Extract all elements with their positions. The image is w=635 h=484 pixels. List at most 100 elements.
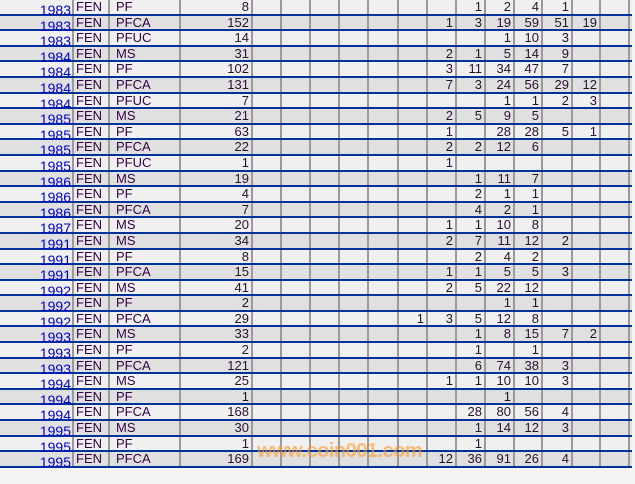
count-cell: 24 — [486, 78, 515, 92]
year-link[interactable]: 1992 — [39, 282, 71, 299]
count-cell: 1 — [543, 0, 573, 14]
count-cell — [601, 233, 630, 248]
count-cell — [601, 46, 630, 61]
count-cell — [399, 452, 428, 466]
year-link[interactable]: 1992 — [39, 298, 71, 315]
count-cell — [340, 436, 369, 451]
year-link[interactable]: 1994 — [39, 407, 71, 424]
year-link[interactable]: 1987 — [39, 220, 71, 237]
count-cell — [543, 109, 573, 123]
year-link[interactable]: 1986 — [39, 173, 71, 190]
count-cell — [282, 358, 311, 373]
count-cell — [282, 109, 311, 123]
count-cell: 2 — [428, 140, 457, 154]
year-link[interactable]: 1983 — [39, 17, 71, 34]
count-cell — [601, 202, 630, 217]
source-cell: FEN — [72, 405, 110, 420]
count-cell — [253, 46, 282, 61]
count-cell — [601, 124, 630, 139]
total-cell: 22 — [181, 140, 253, 154]
year-link[interactable]: 1995 — [39, 454, 71, 471]
count-cell: 3 — [428, 312, 457, 326]
count-cell — [543, 171, 573, 186]
year-link[interactable]: 1985 — [39, 157, 71, 174]
watermark: www.coin001.com — [257, 440, 423, 462]
year-link[interactable]: 1985 — [39, 126, 71, 143]
count-cell — [282, 436, 311, 451]
count-cell: 3 — [543, 374, 573, 388]
year-link[interactable]: 1983 — [39, 33, 71, 50]
count-cell: 14 — [486, 421, 515, 435]
year-link[interactable]: 1984 — [39, 79, 71, 96]
count-cell — [311, 62, 340, 76]
count-cell — [573, 0, 601, 14]
table-row: 1992 FEN PFCA 29 1 3 5 12 8 — [0, 311, 632, 330]
count-cell — [428, 436, 457, 451]
year-link[interactable]: 1994 — [39, 376, 71, 393]
count-cell — [573, 155, 601, 170]
year-link[interactable]: 1992 — [39, 313, 71, 330]
year-link[interactable]: 1995 — [39, 438, 71, 455]
count-cell — [340, 0, 369, 14]
year-link[interactable]: 1993 — [39, 345, 71, 362]
count-cell — [399, 421, 428, 435]
category-cell: PF — [110, 296, 181, 310]
year-link[interactable]: 1991 — [39, 235, 71, 252]
category-cell: MS — [110, 374, 181, 388]
table-row: 1993 FEN PFCA 121 6 74 38 3 — [0, 358, 632, 377]
category-cell: MS — [110, 171, 181, 186]
count-cell — [253, 311, 282, 326]
count-cell — [311, 249, 340, 264]
count-cell — [340, 187, 369, 201]
count-cell — [601, 311, 630, 326]
total-cell: 7 — [181, 93, 253, 108]
year-link[interactable]: 1983 — [39, 2, 71, 18]
year-link[interactable]: 1984 — [39, 95, 71, 112]
count-cell — [311, 421, 340, 435]
year-link[interactable]: 1993 — [39, 360, 71, 377]
count-cell — [253, 296, 282, 310]
table-row: 1985 FEN PF 63 1 28 28 5 1 — [0, 124, 632, 143]
source-cell: FEN — [72, 234, 110, 248]
year-link[interactable]: 1984 — [39, 64, 71, 81]
count-cell — [428, 0, 457, 14]
count-cell — [311, 140, 340, 154]
count-cell — [311, 31, 340, 45]
count-cell — [601, 327, 630, 342]
count-cell — [601, 405, 630, 420]
year-link[interactable]: 1984 — [39, 48, 71, 65]
table-row: 1991 FEN MS 34 2 7 11 12 2 — [0, 233, 632, 252]
count-cell — [428, 187, 457, 201]
count-cell: 1 — [428, 218, 457, 232]
year-link[interactable]: 1994 — [39, 391, 71, 408]
year-link[interactable]: 1985 — [39, 111, 71, 128]
year-link[interactable]: 1995 — [39, 423, 71, 440]
year-link[interactable]: 1986 — [39, 189, 71, 206]
count-cell — [340, 155, 369, 170]
count-cell — [282, 421, 311, 435]
year-link[interactable]: 1986 — [39, 204, 71, 221]
year-link[interactable]: 1991 — [39, 251, 71, 268]
count-cell — [428, 358, 457, 373]
count-cell — [253, 436, 282, 451]
count-cell — [282, 202, 311, 217]
count-cell — [399, 389, 428, 404]
count-cell: 56 — [515, 78, 543, 92]
table-row: 1986 FEN PFCA 7 4 2 1 — [0, 202, 632, 221]
count-cell — [253, 452, 282, 466]
count-cell — [369, 343, 399, 357]
source-cell: FEN — [72, 202, 110, 217]
year-link[interactable]: 1985 — [39, 142, 71, 159]
count-cell — [543, 389, 573, 404]
year-link[interactable]: 1991 — [39, 267, 71, 284]
total-cell: 31 — [181, 46, 253, 61]
count-cell: 1 — [428, 15, 457, 30]
category-cell: PF — [110, 62, 181, 76]
count-cell — [253, 109, 282, 123]
category-cell: PF — [110, 390, 181, 404]
count-cell — [399, 0, 428, 14]
year-link[interactable]: 1993 — [39, 329, 71, 346]
count-cell — [399, 46, 428, 61]
count-cell — [369, 233, 399, 248]
source-cell: FEN — [72, 187, 110, 201]
